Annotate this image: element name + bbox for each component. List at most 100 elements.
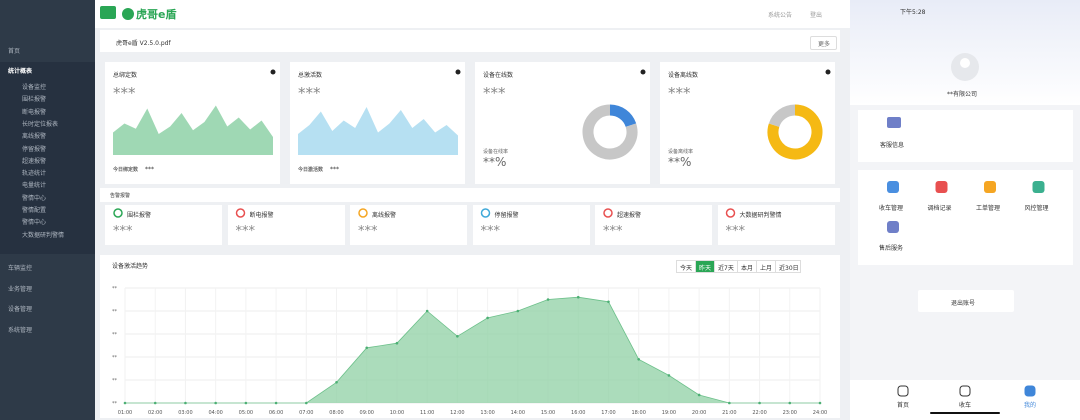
alarm-name: 离线报警 xyxy=(372,212,397,219)
service-label[interactable]: 客服信息 xyxy=(880,142,905,149)
alarm-name: 断电报警 xyxy=(249,212,274,219)
company-name: **有限公司 xyxy=(947,91,978,98)
point xyxy=(214,401,217,405)
point xyxy=(244,401,248,405)
alarm-card xyxy=(717,205,835,245)
nav-sub-item[interactable]: 离线报警 xyxy=(22,133,47,141)
point xyxy=(395,341,399,345)
x-tick-label: 02:00 xyxy=(148,410,162,416)
more-button xyxy=(810,36,837,50)
range-tab-label[interactable]: 今天 xyxy=(680,265,693,272)
nav-item[interactable]: 统计概表 xyxy=(8,68,33,75)
nav-item[interactable]: 首页 xyxy=(8,48,21,55)
alarm-icon xyxy=(235,208,246,218)
alarm-value: *** xyxy=(235,224,256,239)
y-tick-label: ** xyxy=(112,286,118,292)
range-tab-label[interactable]: 近7天 xyxy=(718,265,734,272)
alarm-icon xyxy=(725,208,736,218)
x-tick-label: 01:00 xyxy=(118,410,132,416)
nav-sub-item[interactable]: 设备监控 xyxy=(22,84,47,91)
card-value: *** xyxy=(668,84,691,102)
nav-sub-item[interactable]: 断电报警 xyxy=(22,108,47,116)
area-line xyxy=(125,296,820,404)
point xyxy=(576,295,580,299)
tab-label[interactable]: 首页 xyxy=(897,402,910,409)
header-link[interactable]: 登出 xyxy=(810,12,823,19)
tab-icon xyxy=(959,385,971,397)
menu-icon xyxy=(887,181,899,193)
brand: 虎哥e盾 xyxy=(136,8,177,21)
y-tick-label: ** xyxy=(112,378,118,384)
x-tick-label: 21:00 xyxy=(722,410,736,416)
donut-segment xyxy=(609,104,637,128)
point xyxy=(758,401,761,405)
range-tab-label[interactable]: 昨天 xyxy=(699,265,712,272)
point xyxy=(274,401,278,405)
point xyxy=(818,401,822,405)
logout-label[interactable]: 退出账号 xyxy=(951,300,976,307)
tab-label[interactable]: 我的 xyxy=(1024,402,1037,409)
nav-sub-item[interactable]: 长时定位报表 xyxy=(22,120,59,128)
x-tick-label: 20:00 xyxy=(692,410,706,416)
avatar-head xyxy=(960,58,970,68)
stat-card xyxy=(475,62,650,184)
nav-sub-item[interactable]: 电量统计 xyxy=(22,182,47,190)
nav-item[interactable]: 系统管理 xyxy=(8,326,33,334)
header-link[interactable]: 系统公告 xyxy=(768,12,793,19)
alarm-name: 停留报警 xyxy=(494,212,519,219)
more-button-text[interactable]: 更多 xyxy=(818,41,831,48)
info-icon xyxy=(455,69,461,75)
tab-icon xyxy=(897,385,909,397)
alarm-card xyxy=(227,205,345,245)
alarm-card xyxy=(472,205,590,245)
x-tick-label: 03:00 xyxy=(178,410,192,416)
section-title: 告警报警 xyxy=(110,193,131,199)
menu-label[interactable]: 收车管理 xyxy=(879,205,904,212)
card-footer-value: *** xyxy=(330,166,339,173)
alarm-card xyxy=(350,205,467,245)
x-tick-label: 15:00 xyxy=(541,410,555,416)
nav-sub-item[interactable]: 警情中心 xyxy=(22,194,47,202)
x-tick-label: 05:00 xyxy=(239,410,253,416)
stat-card xyxy=(660,62,835,184)
point xyxy=(123,401,127,405)
nav-sub-item[interactable]: 停留报警 xyxy=(22,145,47,153)
point xyxy=(788,401,792,405)
card-footer-label: 今日激活数 xyxy=(298,167,324,173)
tab-label[interactable]: 收车 xyxy=(959,402,972,409)
range-tab-label[interactable]: 本月 xyxy=(741,265,754,272)
nav-sub-item[interactable]: 警情中心 xyxy=(22,219,47,227)
alarm-icon xyxy=(480,208,491,218)
alarm-header xyxy=(100,188,840,202)
info-icon xyxy=(825,69,831,75)
nav-item[interactable]: 车辆监控 xyxy=(8,265,33,272)
x-tick-label: 07:00 xyxy=(299,410,313,416)
range-tab-label[interactable]: 近30日 xyxy=(779,265,799,272)
alarm-icon xyxy=(113,208,123,218)
menu-label[interactable]: 售后服务 xyxy=(879,245,904,252)
alarm-name: 大数据研判警情 xyxy=(739,212,782,219)
range-tab-label[interactable]: 上月 xyxy=(760,265,773,272)
point xyxy=(425,309,429,313)
nav-sub-item[interactable]: 围栏报警 xyxy=(22,96,47,104)
alarm-icon xyxy=(358,208,368,218)
logo-icon xyxy=(122,8,134,20)
nav-sub-item[interactable]: 警情配置 xyxy=(22,207,47,214)
menu-label[interactable]: 调档记录 xyxy=(927,205,952,212)
nav-item[interactable]: 业务管理 xyxy=(8,285,33,293)
point xyxy=(184,401,187,405)
menu-label[interactable]: 工单管理 xyxy=(976,205,1001,212)
nav-sub-item[interactable]: 轨迹统计 xyxy=(22,170,47,178)
x-tick-label: 17:00 xyxy=(601,410,615,416)
card-footer-label: 今日绑定数 xyxy=(113,167,139,173)
nav-sub-item[interactable]: 大数据研判警情 xyxy=(22,231,65,239)
chart-title: 设备激活趋势 xyxy=(112,263,149,270)
nav-sub-item[interactable]: 超速报警 xyxy=(22,157,47,165)
menu-label[interactable]: 风控管理 xyxy=(1024,205,1049,212)
point xyxy=(486,316,489,320)
point xyxy=(365,346,369,350)
nav-item[interactable]: 设备管理 xyxy=(8,306,33,313)
x-tick-label: 06:00 xyxy=(269,410,283,416)
